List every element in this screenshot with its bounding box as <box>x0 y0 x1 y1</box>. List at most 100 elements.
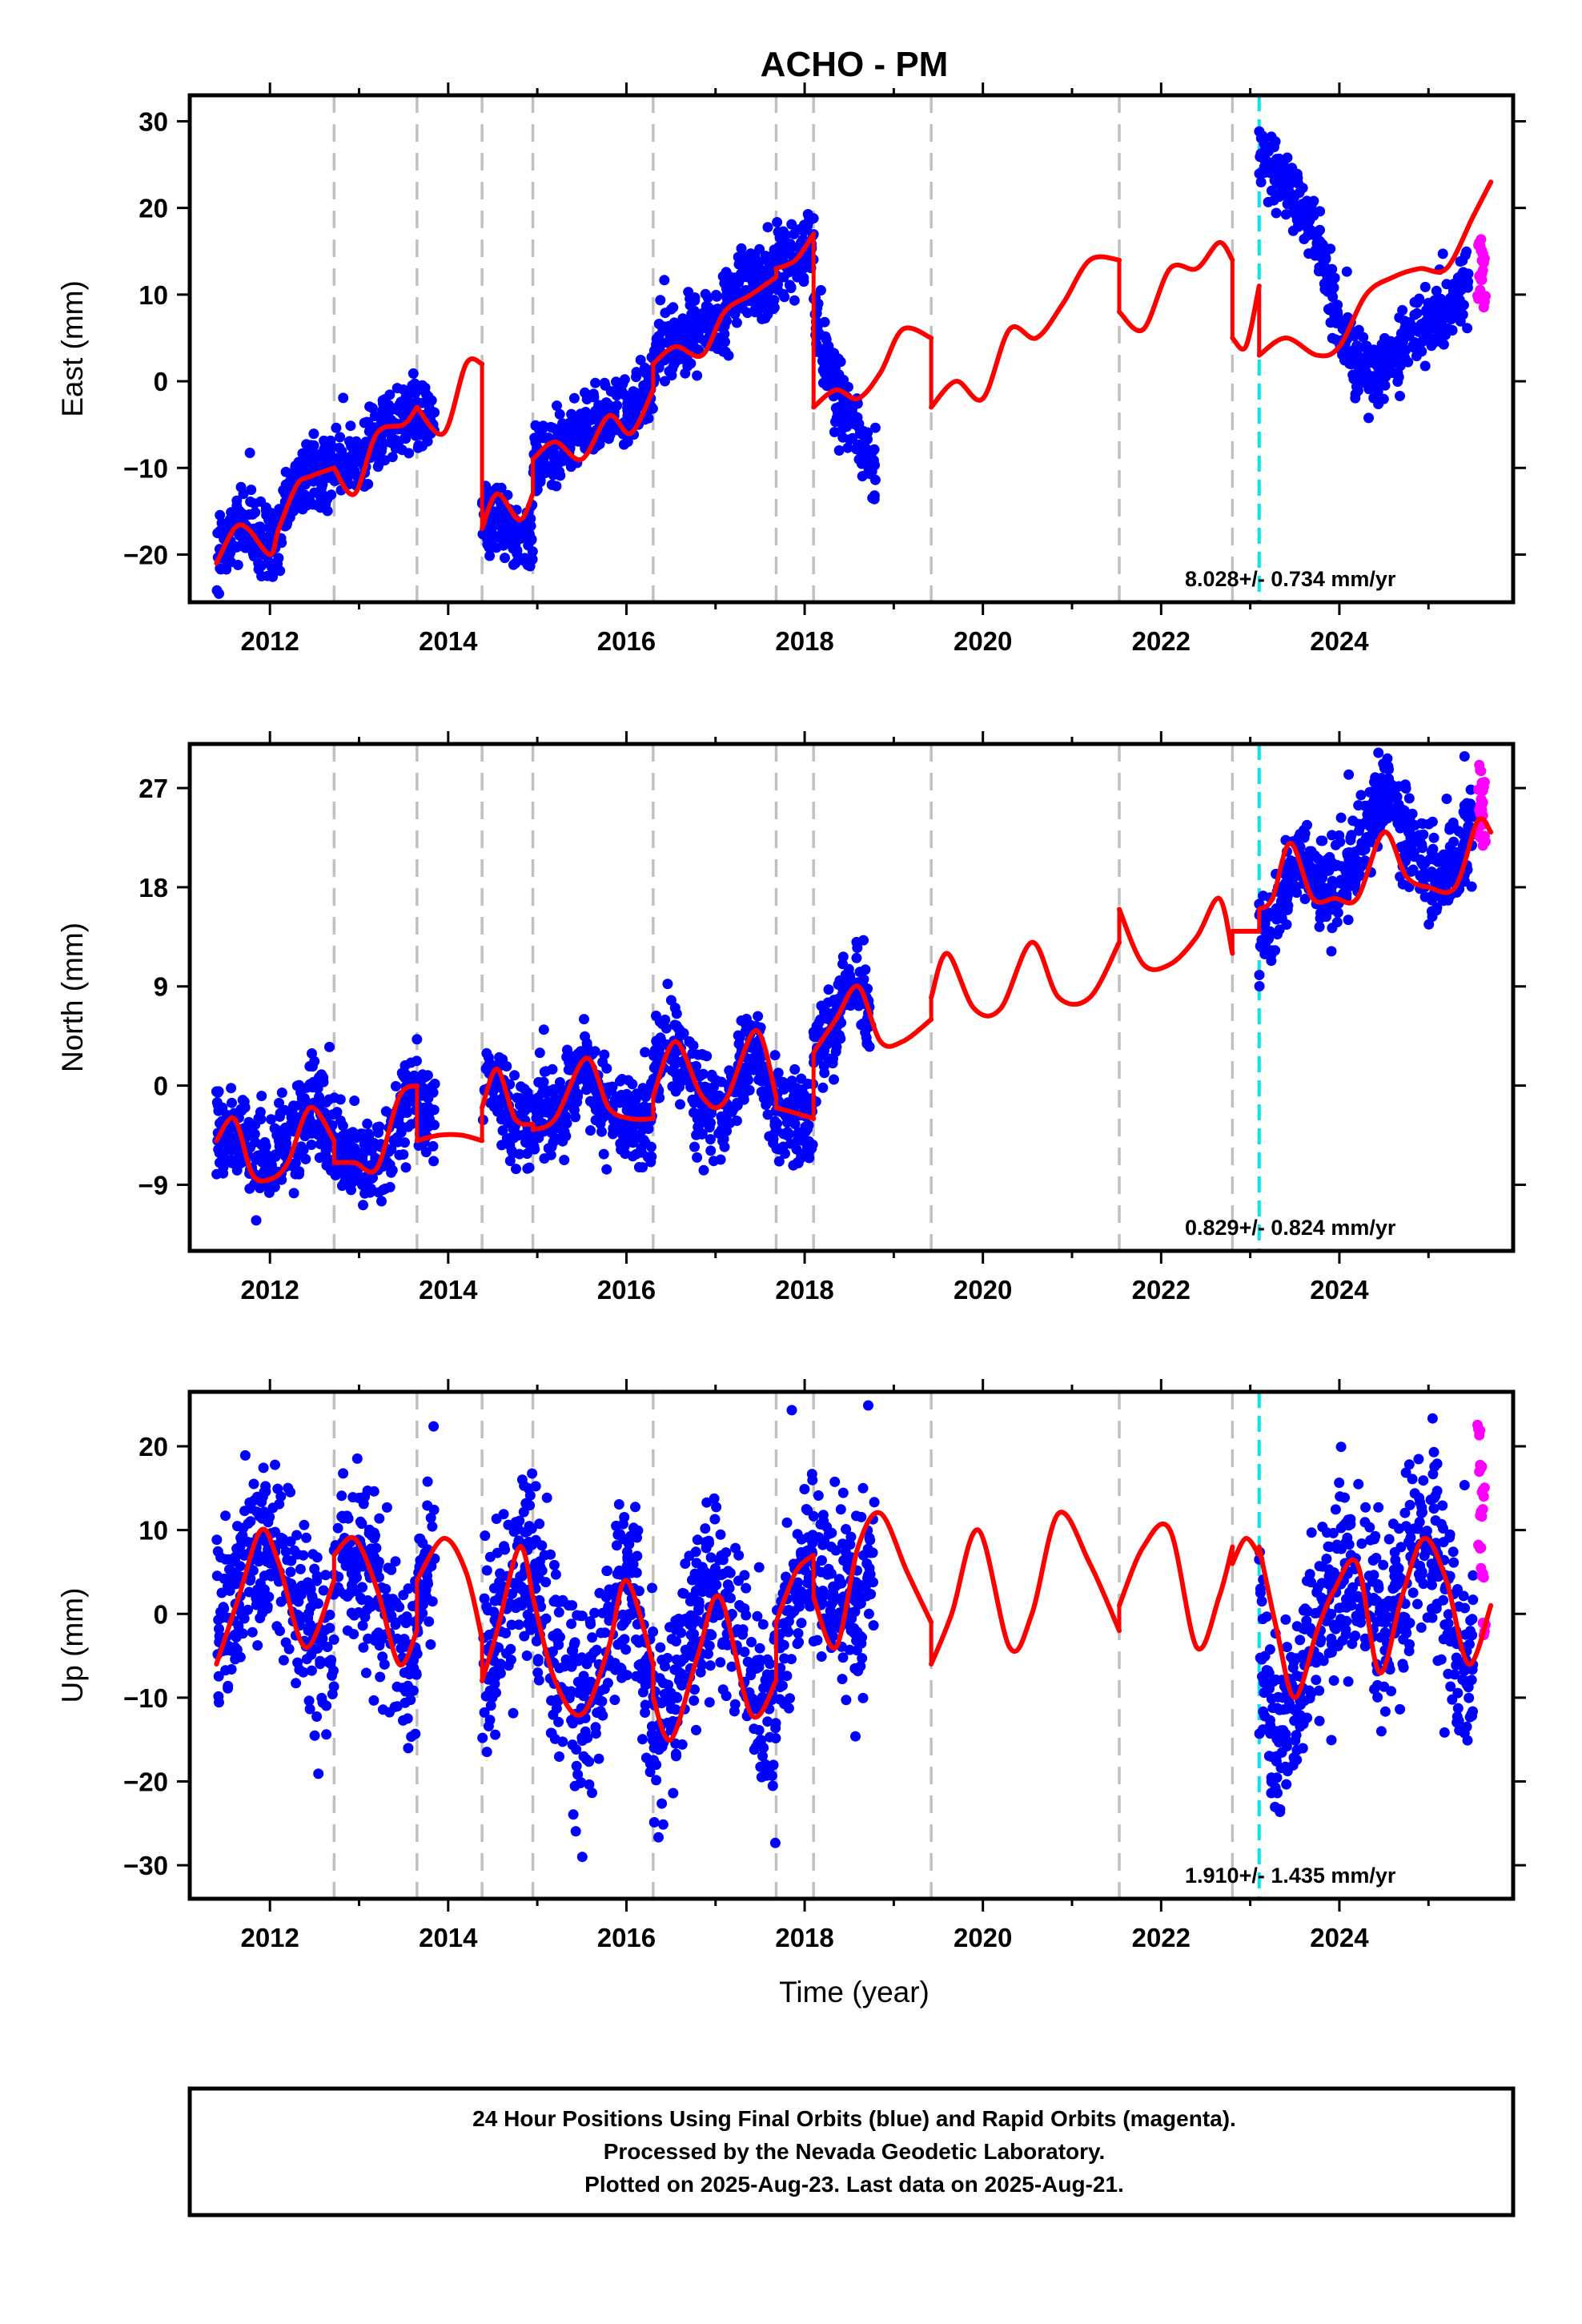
north-final-point <box>545 1149 556 1160</box>
north-final-point <box>1427 816 1438 827</box>
up-final-point <box>303 1695 315 1707</box>
up-final-point <box>247 1626 258 1638</box>
up-final-point <box>390 1619 401 1630</box>
north-final-point <box>601 1063 612 1074</box>
north-final-point <box>1443 895 1454 906</box>
up-final-point <box>230 1642 240 1653</box>
north-final-point <box>1430 851 1441 862</box>
east-final-point <box>711 289 721 300</box>
north-final-point <box>716 1076 727 1088</box>
north-final-point <box>753 1011 764 1022</box>
east-final-point <box>1421 307 1432 318</box>
up-final-point <box>424 1616 435 1627</box>
north-final-point <box>394 1149 405 1160</box>
up-final-point <box>524 1521 535 1532</box>
up-final-point <box>336 1510 347 1522</box>
east-final-point <box>802 209 813 219</box>
north-final-point <box>522 1163 533 1174</box>
up-final-point <box>322 1642 333 1652</box>
east-final-point <box>774 232 785 243</box>
up-plot-area <box>211 1392 1494 1899</box>
north-final-point <box>578 1073 589 1084</box>
east-model-segment-10 <box>1230 283 1262 352</box>
east-final-point <box>712 344 723 354</box>
east-final-point <box>386 430 397 441</box>
east-final-point <box>635 355 646 365</box>
north-final-point <box>816 1000 827 1011</box>
east-final-point <box>364 401 375 412</box>
north-final-point <box>654 1092 665 1104</box>
north-final-point <box>357 1150 368 1161</box>
north-final-point <box>780 1148 790 1159</box>
up-final-point <box>231 1632 242 1642</box>
east-rapid-points <box>1472 234 1491 313</box>
north-final-point <box>1368 795 1379 806</box>
east-final-point <box>619 374 630 385</box>
up-final-point <box>610 1664 621 1675</box>
up-final-point <box>327 1689 338 1699</box>
east-rapid-point <box>1480 291 1491 302</box>
up-final-point <box>244 1575 255 1586</box>
east-final-point <box>741 251 752 263</box>
north-final-point <box>1419 858 1431 869</box>
east-final-point <box>297 459 308 470</box>
east-final-point <box>689 341 699 352</box>
up-final-point <box>533 1572 544 1583</box>
east-y-tick-label: −10 <box>123 453 168 483</box>
up-final-point <box>242 1536 253 1547</box>
up-final-point <box>312 1598 323 1609</box>
north-final-point <box>1335 812 1347 823</box>
east-final-point <box>1287 166 1299 177</box>
up-final-point <box>306 1665 317 1676</box>
up-final-point <box>324 1622 335 1634</box>
east-final-point <box>278 485 289 496</box>
north-final-point <box>266 1114 277 1125</box>
north-final-point <box>239 1102 251 1113</box>
up-final-point <box>422 1500 433 1511</box>
north-final-point <box>522 1087 533 1098</box>
up-final-point <box>299 1519 310 1530</box>
east-final-point <box>1461 246 1472 257</box>
up-final-point <box>375 1671 386 1683</box>
up-final-point <box>531 1635 542 1647</box>
east-final-point <box>865 453 876 464</box>
up-final-point <box>503 1660 514 1671</box>
east-final-point <box>1290 176 1301 187</box>
east-final-point <box>1288 203 1299 215</box>
east-final-point <box>639 362 650 373</box>
north-final-point <box>211 1097 223 1108</box>
east-final-point <box>253 564 264 575</box>
north-final-point <box>1364 786 1375 798</box>
east-final-point <box>723 350 734 361</box>
up-final-point <box>293 1596 304 1607</box>
up-final-point <box>218 1602 229 1613</box>
east-final-point <box>484 523 495 534</box>
north-final-point <box>598 1148 609 1160</box>
up-final-point <box>328 1634 339 1645</box>
up-final-point <box>251 1506 263 1518</box>
north-final-point <box>251 1215 262 1226</box>
north-final-point <box>1363 811 1375 822</box>
north-final-point <box>359 1139 370 1150</box>
east-final-point <box>1361 340 1372 352</box>
east-final-point <box>317 479 328 490</box>
east-final-point <box>643 412 654 424</box>
up-final-point <box>309 1730 320 1741</box>
east-final-point <box>713 304 723 315</box>
east-final-point <box>407 380 418 391</box>
east-final-point <box>736 268 747 279</box>
north-rapid-points <box>1472 759 1491 851</box>
east-final-point <box>1437 248 1448 259</box>
up-final-point <box>389 1702 400 1712</box>
up-final-point <box>519 1630 530 1642</box>
north-final-point <box>298 1144 309 1156</box>
north-final-point <box>596 1126 607 1137</box>
east-final-point <box>1453 301 1464 312</box>
up-final-point <box>566 1618 577 1630</box>
east-final-point <box>1376 348 1387 360</box>
north-final-point <box>343 1168 354 1180</box>
east-final-point <box>1305 203 1316 214</box>
north-final-point <box>1451 857 1462 868</box>
north-final-point <box>707 1072 717 1083</box>
north-final-point <box>333 1134 344 1145</box>
